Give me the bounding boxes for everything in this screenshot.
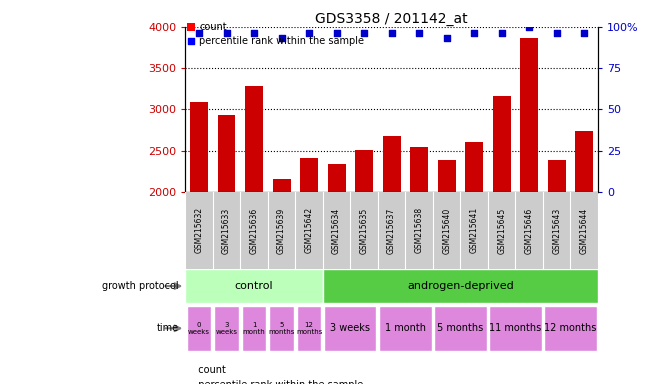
Text: GSM215632: GSM215632 [194,207,203,253]
Bar [437,160,456,357]
Text: GSM215646: GSM215646 [525,207,534,253]
Point [186,38,196,44]
Bar [379,306,432,351]
Text: control: control [235,281,274,291]
Point [469,30,479,36]
Text: 5 months: 5 months [437,323,484,333]
Bar [493,96,511,357]
Text: GSM215636: GSM215636 [250,207,259,253]
Bar [323,269,598,303]
Text: 1
month: 1 month [242,322,265,335]
Text: 0
weeks: 0 weeks [188,322,210,335]
Text: GSM215634: GSM215634 [332,207,341,253]
Text: GSM215643: GSM215643 [552,207,561,253]
Text: GSM215633: GSM215633 [222,207,231,253]
Bar [548,160,566,357]
Bar [187,306,211,351]
Point [579,30,590,36]
Point [497,30,507,36]
Point [332,30,342,36]
Text: androgen-deprived: androgen-deprived [407,281,514,291]
Text: GSM215637: GSM215637 [387,207,396,253]
Text: 3
weeks: 3 weeks [216,322,237,335]
Bar [296,306,322,351]
Bar [324,306,376,351]
Text: count: count [192,365,226,375]
Point [194,30,204,36]
Text: 11 months: 11 months [489,323,541,333]
Text: GSM215640: GSM215640 [442,207,451,253]
Point [386,30,396,36]
Text: GSM215642: GSM215642 [305,207,313,253]
Text: GSM215635: GSM215635 [359,207,369,253]
Bar [544,306,597,351]
Point [524,24,534,30]
Bar [434,306,487,351]
Point [249,30,259,36]
Text: 12
months: 12 months [296,322,322,335]
Bar [218,115,235,357]
Title: GDS3358 / 201142_at: GDS3358 / 201142_at [315,12,468,26]
Bar [383,136,400,357]
Text: count: count [200,22,227,32]
Point [359,30,369,36]
Text: GSM215644: GSM215644 [580,207,589,253]
Point [414,30,424,36]
Bar [300,158,318,357]
Bar [187,23,195,31]
Bar [328,164,346,357]
Point [276,35,287,41]
Text: GSM215645: GSM215645 [497,207,506,253]
Bar [214,306,239,351]
Text: growth protocol: growth protocol [102,281,179,291]
Text: 5
months: 5 months [268,322,294,335]
Text: 12 months: 12 months [544,323,597,333]
Bar [269,306,294,351]
Bar [489,306,541,351]
Point [441,35,452,41]
Bar [242,306,266,351]
Bar [410,147,428,357]
Text: GSM215639: GSM215639 [277,207,286,253]
Text: percentile rank within the sample: percentile rank within the sample [192,380,363,384]
Bar [355,150,373,357]
Text: percentile rank within the sample: percentile rank within the sample [200,36,364,46]
Bar [272,179,291,357]
Bar [245,86,263,357]
Bar [520,38,538,357]
Point [304,30,314,36]
Point [221,30,231,36]
Text: 1 month: 1 month [385,323,426,333]
Text: GSM215641: GSM215641 [470,207,478,253]
Text: GSM215638: GSM215638 [415,207,424,253]
Text: time: time [157,323,179,333]
Bar [185,269,323,303]
Bar [190,102,208,357]
Bar [575,131,593,357]
Bar [465,142,483,357]
Text: 3 weeks: 3 weeks [330,323,370,333]
Point [551,30,562,36]
